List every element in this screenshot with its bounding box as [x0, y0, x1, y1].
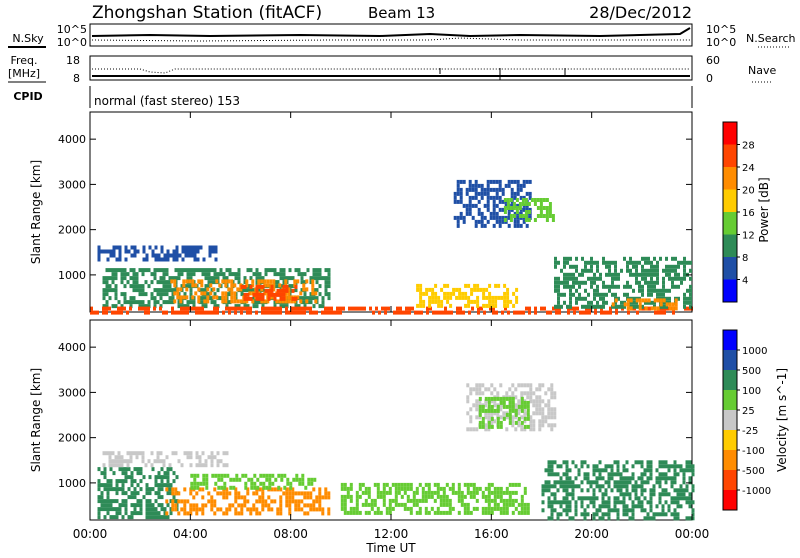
velocity-colorbar-cell-3	[723, 390, 737, 410]
nsky-tick-bottom: 10^0	[57, 36, 87, 49]
power-colorbar-cell-2	[723, 167, 737, 190]
power-panel: 1000 2000 3000 4000	[58, 111, 693, 315]
nsky-trace	[91, 27, 691, 38]
power-colorbar-cell-3	[723, 189, 737, 212]
velocity-colorbar-cell-8	[723, 490, 737, 510]
x-tick-0: 00:00	[73, 527, 108, 541]
power-colorbar-cell-1	[723, 144, 737, 167]
velocity-region-4	[340, 482, 530, 515]
power-ytick-4000: 4000	[58, 133, 86, 146]
x-tick-2: 08:00	[273, 527, 308, 541]
freq-tick-top: 18	[66, 54, 80, 67]
power-ytick-1000: 1000	[58, 269, 86, 282]
velocity-colorbar-cell-2	[723, 370, 737, 390]
cpid-value: normal (fast stereo) 153	[94, 94, 240, 108]
power-region-5	[416, 283, 519, 308]
velocity-region-3	[102, 451, 229, 468]
velocity-ytick-4000: 4000	[58, 341, 86, 354]
power-region-2	[240, 284, 298, 301]
velocity-ytick-1000: 1000	[58, 477, 86, 490]
velocity-colorbar-tick-4: -25	[742, 426, 758, 437]
x-tick-labels: 00:00 04:00 08:00 12:00 16:00 20:00 00:00	[73, 527, 710, 541]
velocity-colorbar-cell-6	[723, 450, 737, 470]
freq-panel	[89, 55, 693, 81]
power-colorbar-tick-1: 24	[742, 163, 755, 174]
power-colorbar-tick-6: 4	[742, 276, 748, 287]
x-axis-label: Time UT	[365, 541, 416, 554]
velocity-colorbar-tick-3: 25	[742, 406, 755, 417]
power-colorbar-cell-5	[723, 234, 737, 257]
power-ylabel: Slant Range [km]	[29, 160, 43, 264]
velocity-colorbar-tick-5: -100	[742, 446, 765, 457]
cpid-label: CPID	[13, 90, 42, 103]
velocity-colorbar-cell-5	[723, 430, 737, 450]
beam-label: Beam 13	[368, 4, 435, 22]
power-region-9	[611, 298, 678, 311]
power-region-8	[554, 256, 692, 309]
velocity-region-2	[190, 473, 317, 490]
velocity-colorbar-tick-1: 500	[742, 366, 761, 377]
velocity-colorbar-cell-4	[723, 410, 737, 430]
velocity-colorbar-cell-0	[723, 330, 737, 350]
velocity-region-0	[97, 467, 179, 520]
power-region-6	[453, 179, 532, 228]
x-tick-6: 00:00	[675, 527, 710, 541]
power-colorbar-tick-0: 28	[742, 141, 755, 152]
velocity-colorbar-cell-1	[723, 350, 737, 370]
velocity-region-7	[541, 460, 695, 521]
nsearch-label: N.Search	[746, 32, 796, 45]
velocity-colorbar-tick-6: -500	[742, 466, 765, 477]
power-colorbar-cell-4	[723, 212, 737, 235]
power-colorbar: 28 24 20 16 12 8 4	[722, 121, 755, 303]
x-tick-4: 16:00	[474, 527, 509, 541]
nsky-label: N.Sky	[12, 32, 44, 45]
power-ytick-3000: 3000	[58, 178, 86, 191]
power-ytick-2000: 2000	[58, 224, 86, 237]
velocity-ytick-2000: 2000	[58, 432, 86, 445]
nsearch-tick-bottom: 10^0	[706, 36, 736, 49]
x-tick-1: 04:00	[173, 527, 208, 541]
power-region-4	[97, 245, 218, 262]
velocity-colorbar-tick-0: 1000	[742, 346, 767, 357]
nave-label: Nave	[748, 64, 776, 77]
freq-label-1: Freq.	[10, 54, 37, 67]
nsearch-tick-top: 10^5	[706, 23, 736, 36]
velocity-ylabel: Slant Range [km]	[29, 368, 43, 472]
velocity-colorbar-tick-2: 100	[742, 386, 761, 397]
velocity-colorbar-cell-7	[723, 470, 737, 490]
nave-tick-top: 60	[706, 54, 720, 67]
velocity-region-6	[478, 396, 530, 429]
power-colorbar-tick-2: 20	[742, 186, 755, 197]
nsky-panel	[89, 23, 693, 47]
power-colorbar-cell-6	[723, 257, 737, 280]
velocity-colorbar: 1000 500 100 25 -25 -100 -500 -1000	[722, 329, 771, 511]
nave-trace	[92, 68, 690, 74]
velocity-ytick-3000: 3000	[58, 386, 86, 399]
nsearch-trace	[91, 37, 690, 42]
station-title: Zhongshan Station (fitACF)	[92, 3, 322, 23]
x-tick-3: 12:00	[374, 527, 409, 541]
nsky-tick-top: 10^5	[57, 23, 87, 36]
freq-tick-bottom: 8	[73, 72, 80, 85]
date-label: 28/Dec/2012	[589, 3, 692, 22]
power-colorbar-tick-5: 8	[742, 253, 748, 264]
power-colorbar-tick-4: 12	[742, 231, 755, 242]
x-tick-5: 20:00	[574, 527, 609, 541]
power-colorbar-label: Power [dB]	[757, 177, 771, 242]
nave-tick-bottom: 0	[706, 72, 713, 85]
velocity-colorbar-tick-7: -1000	[742, 486, 771, 497]
power-region-3	[90, 306, 693, 315]
power-colorbar-cell-0	[723, 122, 737, 145]
velocity-region-1	[165, 487, 331, 516]
velocity-colorbar-label: Velocity [m s^-1]	[775, 368, 789, 472]
power-region-7	[503, 198, 555, 222]
power-colorbar-cell-7	[723, 279, 737, 302]
power-plot-frame	[89, 111, 693, 313]
freq-label-2: [MHz]	[8, 67, 40, 80]
velocity-panel: 1000 2000 3000 4000	[58, 319, 695, 521]
power-colorbar-tick-3: 16	[742, 208, 755, 219]
